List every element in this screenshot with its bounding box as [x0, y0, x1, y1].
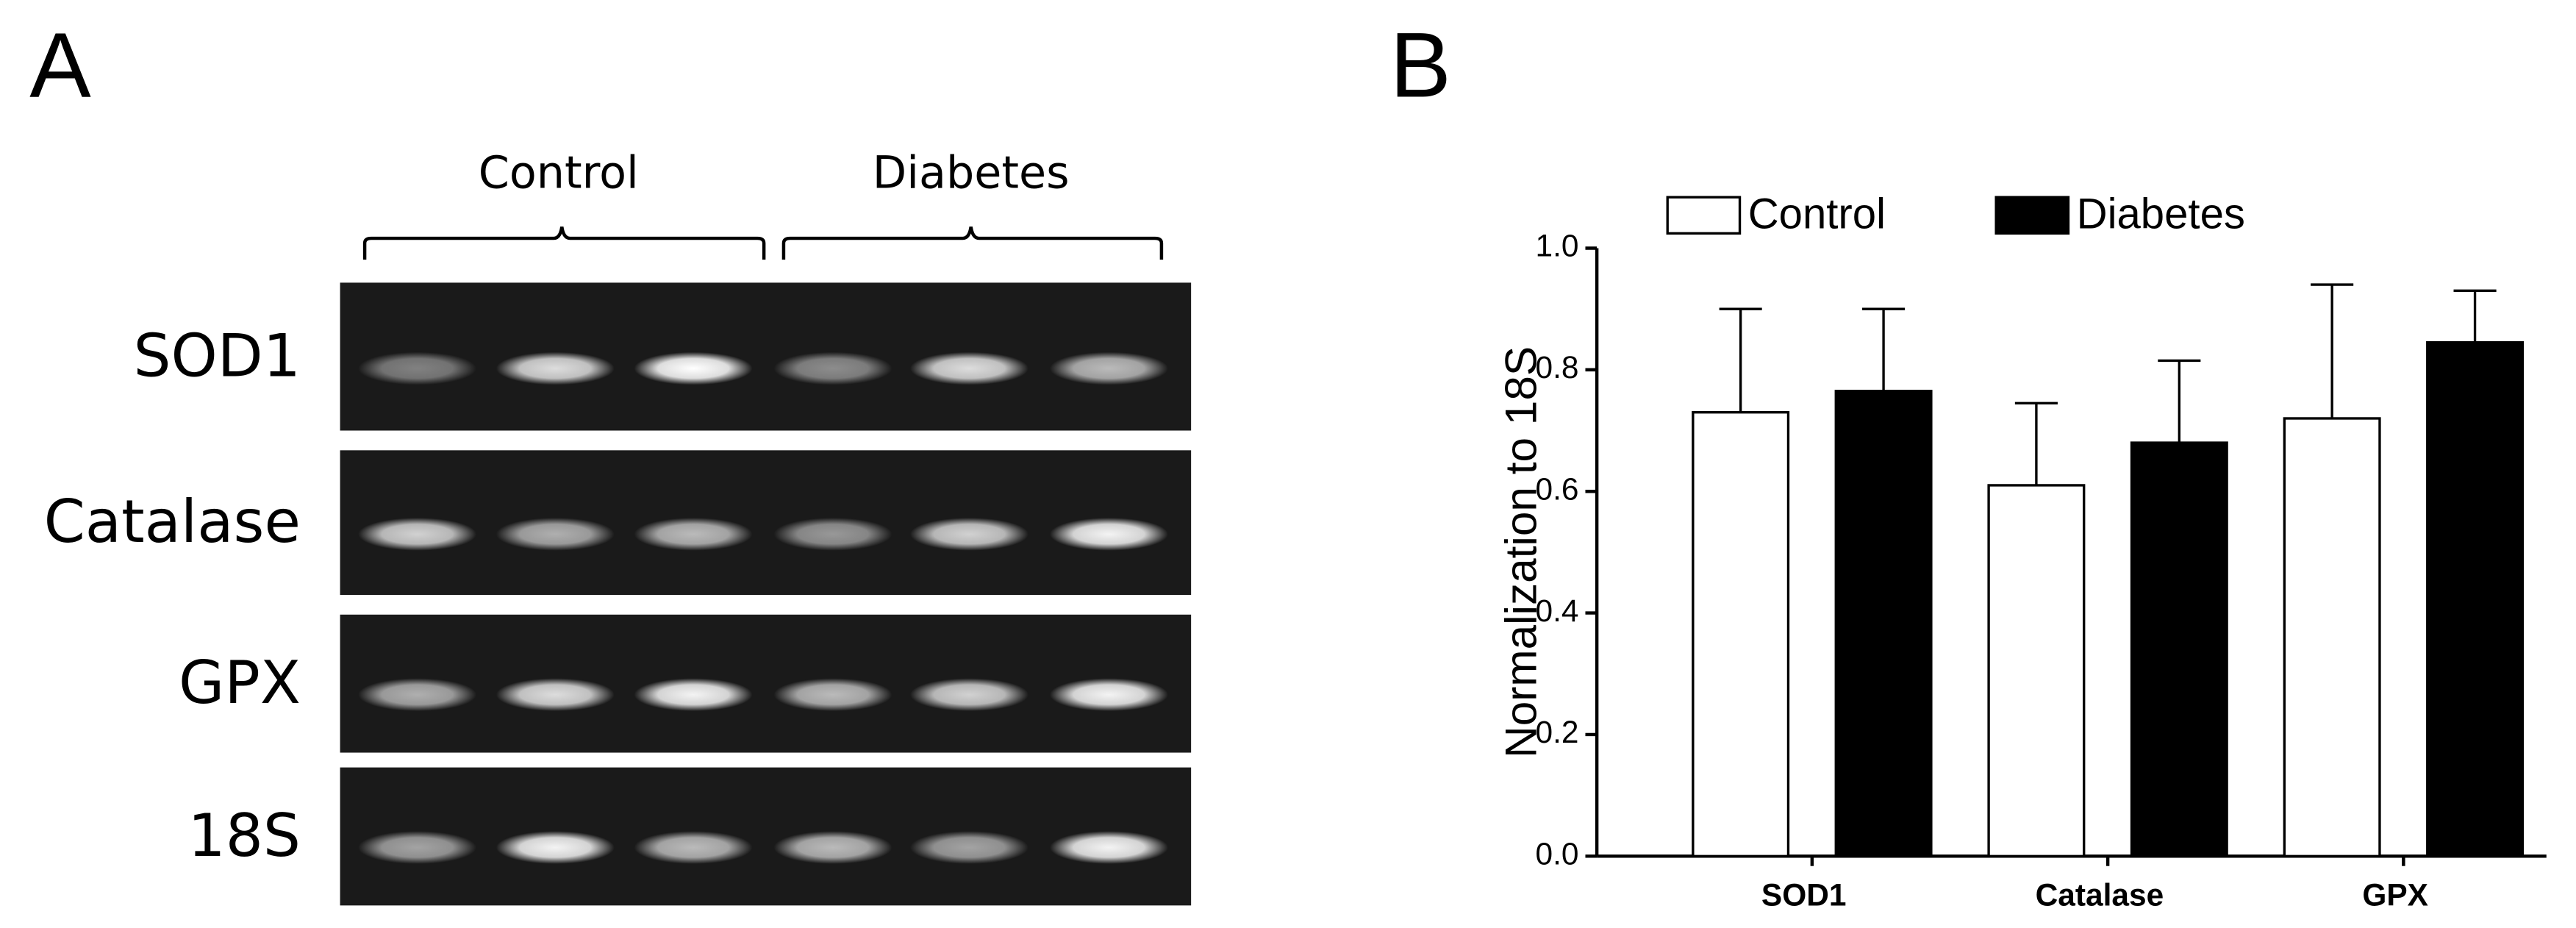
group-label: Control [479, 148, 639, 199]
row-label: Catalase [44, 487, 301, 556]
gel-band [634, 678, 753, 712]
gel-band [358, 831, 477, 864]
gel-band [1049, 351, 1168, 385]
bar [1834, 390, 1933, 857]
gel-band [358, 518, 477, 551]
legend-label: Diabetes [2077, 190, 2245, 238]
y-tick-label: 0.2 [1536, 715, 1579, 749]
panel-label: B [1390, 13, 1451, 116]
gel-band [773, 351, 892, 385]
legend-swatch [1994, 196, 2070, 235]
gel-band [495, 351, 615, 385]
gel-strip [340, 450, 1192, 595]
group-label: Diabetes [873, 148, 1070, 199]
bracket [362, 226, 766, 260]
panel-label: A [29, 13, 91, 116]
y-tick-label: 1.0 [1536, 229, 1579, 263]
y-tick-label: 0.0 [1536, 837, 1579, 871]
gel-band [358, 351, 477, 385]
y-axis-label: Normalization to 18S [1496, 346, 1546, 758]
legend-swatch [1666, 196, 1742, 235]
bar [1987, 484, 2086, 857]
bar [1692, 411, 1790, 857]
gel-band [358, 678, 477, 712]
bracket [781, 226, 1164, 260]
bar [2283, 417, 2381, 857]
gel-band [910, 831, 1028, 864]
gel-strip [340, 282, 1192, 431]
y-tick-label: 0.4 [1536, 593, 1579, 628]
y-tick-label: 0.6 [1536, 471, 1579, 506]
bar [2426, 340, 2525, 857]
row-label: GPX [179, 648, 301, 717]
gel-band [910, 518, 1028, 551]
gel-band [634, 518, 753, 551]
row-label: 18S [188, 801, 301, 870]
gel-band [495, 518, 615, 551]
bar [2130, 441, 2228, 857]
gel-band [495, 831, 615, 864]
x-tick-label: SOD1 [1761, 877, 1847, 912]
gel-band [634, 831, 753, 864]
gel-band [1049, 678, 1168, 712]
gel-band [910, 678, 1028, 712]
gel-band [1049, 831, 1168, 864]
gel-strip [340, 767, 1192, 906]
gel-band [634, 351, 753, 385]
y-tick-label: 0.8 [1536, 350, 1579, 385]
gel-band [495, 678, 615, 712]
gel-strip [340, 614, 1192, 753]
gel-band [1049, 518, 1168, 551]
gel-band [773, 678, 892, 712]
x-tick-label: Catalase [2036, 877, 2164, 912]
gel-band [773, 518, 892, 551]
x-tick-label: GPX [2362, 877, 2428, 912]
gel-band [773, 831, 892, 864]
gel-band [910, 351, 1028, 385]
legend-label: Control [1748, 190, 1886, 238]
row-label: SOD1 [133, 321, 301, 390]
